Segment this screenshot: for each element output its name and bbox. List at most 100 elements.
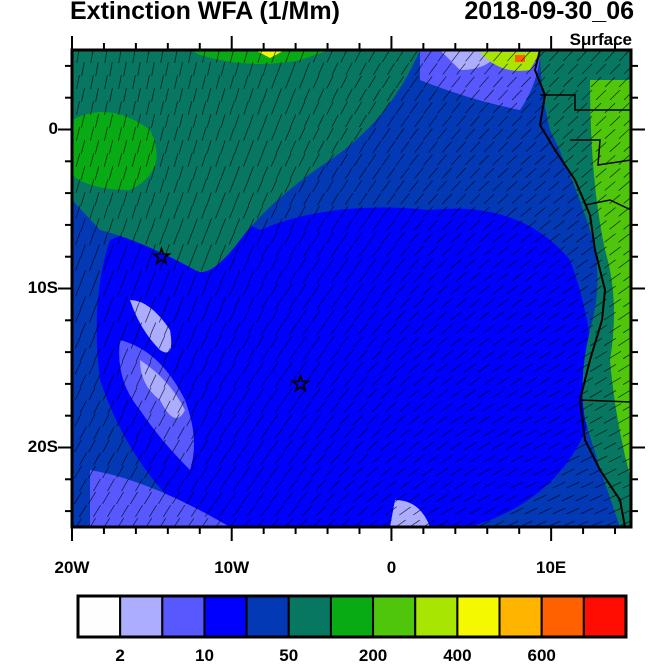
wind-barb — [343, 506, 355, 516]
wind-barb — [241, 466, 251, 478]
wind-barb — [357, 453, 369, 465]
wind-barb — [464, 363, 476, 373]
wind-barb — [283, 440, 293, 452]
wind-barb — [533, 416, 547, 424]
wind-barb — [538, 377, 552, 385]
wind-barb — [116, 413, 124, 427]
wind-barb — [284, 101, 292, 115]
wind-barb — [576, 259, 588, 269]
wind-barb — [547, 311, 561, 321]
wind-barb — [284, 518, 294, 527]
wind-barb — [358, 219, 368, 231]
wind-barb — [352, 362, 364, 374]
wind-barb — [200, 361, 208, 375]
wind-barb — [469, 376, 481, 386]
wind-barb — [247, 296, 255, 310]
wind-barb — [79, 478, 87, 492]
wind-barb — [609, 63, 621, 75]
wind-barb — [548, 285, 560, 295]
wind-barb — [215, 518, 223, 527]
wind-barb — [385, 428, 397, 438]
wind-barb — [357, 427, 369, 439]
wind-barb — [381, 258, 391, 270]
wind-barb — [178, 270, 184, 284]
wind-barb — [149, 400, 157, 414]
wind-barb — [151, 62, 155, 76]
wind-barb — [414, 167, 424, 179]
wind-barb — [187, 257, 193, 271]
wind-barb — [218, 478, 228, 492]
wind-barb — [520, 128, 532, 140]
wind-barb — [204, 452, 214, 466]
wind-barb — [200, 439, 208, 453]
wind-barb — [274, 479, 284, 491]
wind-barb — [423, 102, 433, 114]
wind-barb — [548, 207, 560, 217]
wind-barb — [371, 349, 383, 361]
wind-barb — [220, 88, 226, 102]
wind-barb — [270, 153, 278, 167]
wind-barb — [468, 454, 482, 464]
wind-barb — [81, 88, 85, 102]
wind-barb — [108, 296, 114, 310]
wind-barb — [464, 337, 476, 347]
wind-barb — [311, 283, 321, 297]
wind-barb — [144, 439, 152, 453]
wind-barb — [102, 335, 110, 349]
wind-barb — [367, 180, 377, 192]
wind-barb — [173, 101, 179, 115]
wind-barb — [478, 128, 490, 140]
wind-barb — [316, 453, 326, 465]
wind-barb — [117, 205, 123, 219]
wind-barb — [344, 375, 354, 387]
wind-barb — [477, 494, 491, 502]
wind-barb — [394, 258, 406, 270]
wind-barb — [372, 219, 382, 231]
wind-barb — [246, 505, 256, 517]
wind-barb — [618, 259, 630, 269]
wind-barb — [442, 115, 452, 127]
wind-barb — [163, 426, 171, 440]
wind-barb — [478, 180, 490, 192]
wind-barb — [270, 309, 278, 323]
wind-barb — [519, 337, 533, 347]
wind-barb — [590, 259, 602, 269]
wind-barb — [380, 388, 392, 400]
wind-barb — [269, 361, 279, 375]
wind-barb — [533, 363, 547, 373]
wind-barb — [580, 455, 594, 463]
wind-barb — [163, 400, 171, 414]
wind-barb — [329, 505, 341, 517]
wind-barb — [232, 426, 242, 440]
wind-barb — [255, 466, 265, 478]
wind-barb — [257, 101, 263, 115]
wind-barb — [150, 166, 156, 180]
wind-barb — [345, 62, 353, 76]
wind-barb — [103, 153, 109, 167]
wind-barb — [242, 335, 250, 349]
wind-barb — [131, 283, 137, 297]
coastline — [533, 50, 626, 527]
wind-barb — [343, 479, 355, 491]
wind-barb — [533, 311, 547, 321]
wind-barb — [603, 390, 617, 398]
wind-barb — [576, 76, 588, 88]
wind-barb — [441, 402, 453, 412]
wind-barb — [477, 415, 491, 425]
wind-barb — [260, 479, 270, 491]
wind-barb — [427, 428, 439, 438]
wind-barb — [400, 219, 410, 231]
wind-barb — [201, 518, 209, 527]
wind-barb — [609, 272, 621, 282]
wind-barb — [595, 246, 607, 256]
wind-barb — [562, 233, 574, 243]
wind-barb — [422, 206, 434, 218]
colorbar-box — [119, 595, 164, 638]
wind-barb — [609, 142, 621, 152]
wind-barb — [270, 283, 278, 297]
wind-barb — [366, 467, 378, 477]
wind-barb — [157, 491, 167, 505]
wind-barb — [270, 179, 278, 193]
wind-barb — [539, 141, 551, 153]
